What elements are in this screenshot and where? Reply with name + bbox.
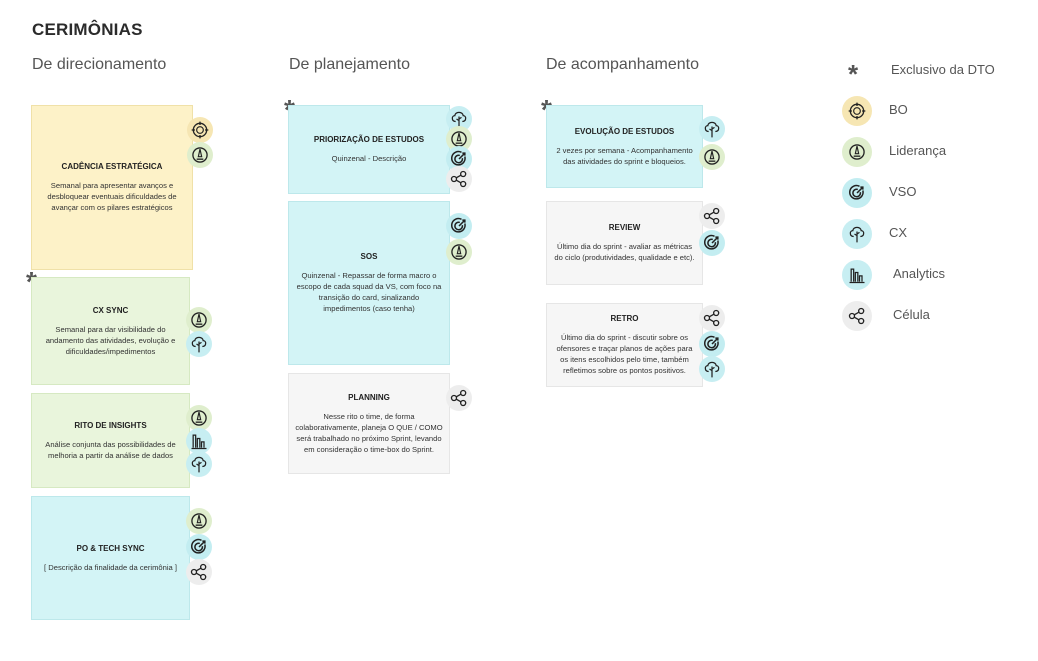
- gauge-icon: [446, 239, 472, 265]
- column-heading-direcionamento: De direcionamento: [32, 56, 167, 73]
- compass-icon: [187, 117, 213, 143]
- card-description: Último dia do sprint - discutir sobre os…: [556, 333, 693, 375]
- card-description: [ Descrição da finalidade da cerimônia ]: [44, 562, 177, 572]
- card-title: CADÊNCIA ESTRATÉGICA: [61, 162, 163, 171]
- gauge-icon: [186, 405, 212, 431]
- tree-icon: [186, 331, 212, 357]
- legend-label-analytics: Analytics: [893, 266, 946, 281]
- legend-label-vso: VSO: [889, 184, 917, 199]
- tree-icon: [699, 116, 725, 142]
- share-icon: [446, 385, 472, 411]
- card-priorizacao-de-estudos[interactable]: PRIORIZAÇÃO DE ESTUDOS Quinzenal - Descr…: [288, 105, 450, 194]
- card-description: Quinzenal - Repassar de forma macro o es…: [296, 271, 442, 313]
- card-description: 2 vezes por semana - Acompanhamento das …: [556, 145, 693, 166]
- asterisk-icon: *: [848, 59, 859, 89]
- page-title: CERIMÔNIAS: [32, 20, 143, 39]
- card-description: Último dia do sprint - avaliar as métric…: [554, 242, 695, 262]
- card-cx-sync[interactable]: CX SYNC Semanal para dar visibilidade do…: [31, 277, 190, 385]
- legend-label-celula: Célula: [893, 307, 930, 322]
- legend-label-lideranca: Liderança: [889, 143, 947, 158]
- share-icon: [186, 559, 212, 585]
- card-title: RITO DE INSIGHTS: [74, 420, 147, 430]
- legend-label-cx: CX: [889, 225, 908, 240]
- card-planning[interactable]: PLANNING Nesse rito o time, de forma col…: [288, 373, 450, 474]
- card-title: PLANNING: [348, 392, 390, 402]
- card-description: Análise conjunta das possibilidades de m…: [45, 439, 176, 460]
- share-icon: [446, 166, 472, 192]
- column-heading-planejamento: De planejamento: [289, 56, 410, 73]
- tree-icon: [842, 219, 872, 249]
- share-icon: [699, 203, 725, 229]
- target-icon: [186, 534, 212, 560]
- gauge-icon: [187, 142, 213, 168]
- card-description: Semanal para dar visibilidade do andamen…: [45, 324, 176, 356]
- card-title: PRIORIZAÇÃO DE ESTUDOS: [313, 135, 425, 144]
- card-retro[interactable]: RETRO Último dia do sprint - discutir so…: [546, 303, 703, 387]
- card-review[interactable]: REVIEW Último dia do sprint - avaliar as…: [546, 201, 703, 285]
- card-description: Quinzenal - Descrição: [331, 154, 407, 163]
- card-description: Nesse rito o time, de forma colaborativa…: [295, 411, 443, 454]
- bar-chart-icon: [186, 428, 212, 454]
- compass-icon: [842, 96, 872, 126]
- card-evolucao-de-estudos[interactable]: EVOLUÇÃO DE ESTUDOS 2 vezes por semana -…: [546, 105, 703, 188]
- gauge-icon: [842, 137, 872, 167]
- card-title: CX SYNC: [92, 305, 129, 315]
- card-sos[interactable]: SOS Quinzenal - Repassar de forma macro …: [288, 201, 450, 365]
- target-icon: [699, 331, 725, 357]
- tree-icon: [699, 356, 725, 382]
- tree-icon: [186, 451, 212, 477]
- card-title: RETRO: [610, 314, 639, 323]
- share-icon: [699, 305, 725, 331]
- gauge-icon: [186, 508, 212, 534]
- share-icon: [842, 301, 872, 331]
- card-po-tech-sync[interactable]: PO & TECH SYNC [ Descrição da finalidade…: [31, 496, 190, 620]
- card-title: PO & TECH SYNC: [76, 543, 145, 553]
- card-title: REVIEW: [608, 223, 641, 232]
- card-description: Semanal para apresentar avanços e desblo…: [47, 181, 177, 212]
- card-cadencia-estrategica[interactable]: CADÊNCIA ESTRATÉGICA Semanal para aprese…: [31, 105, 193, 270]
- card-rito-de-insights[interactable]: RITO DE INSIGHTS Análise conjunta das po…: [31, 393, 190, 488]
- gauge-icon: [699, 144, 725, 170]
- card-title: EVOLUÇÃO DE ESTUDOS: [574, 126, 675, 136]
- target-icon: [842, 178, 872, 208]
- bar-chart-icon: [842, 260, 872, 290]
- gauge-icon: [186, 307, 212, 333]
- card-title: SOS: [360, 252, 378, 261]
- target-icon: [699, 230, 725, 256]
- target-icon: [446, 213, 472, 239]
- legend-label-exclusivo: Exclusivo da DTO: [891, 62, 995, 77]
- legend-label-bo: BO: [889, 102, 908, 117]
- column-heading-acompanhamento: De acompanhamento: [546, 56, 699, 73]
